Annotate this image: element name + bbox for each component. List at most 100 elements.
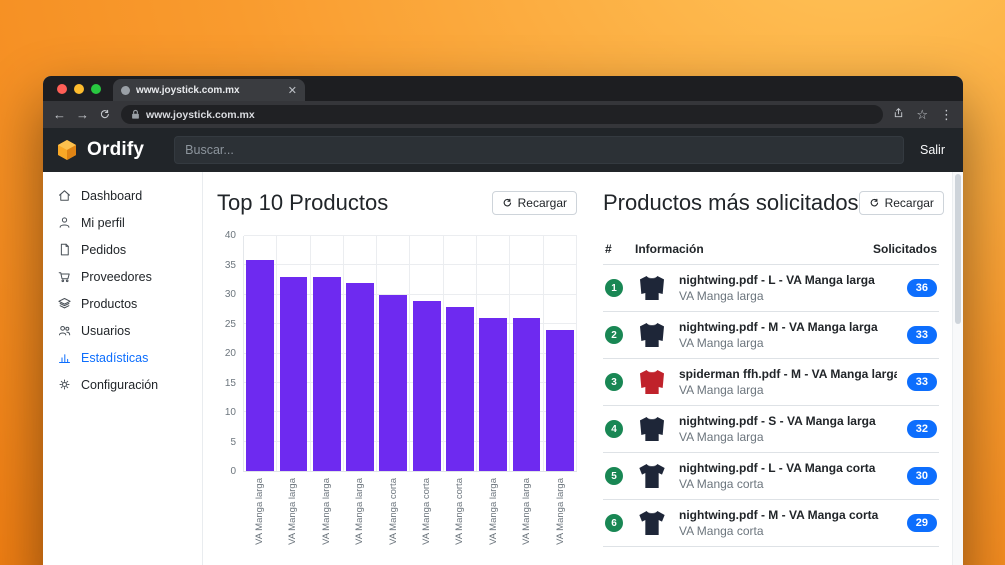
requested-products-panel: Productos más solicitados Recargar # Inf… — [603, 190, 944, 565]
chart-column — [477, 236, 511, 471]
sidebar-item-configuraci-n[interactable]: Configuración — [43, 371, 202, 398]
refresh-icon — [503, 198, 511, 206]
top-products-panel: Top 10 Productos Recargar 0 5 10 15 20 25 30 35… — [217, 190, 577, 565]
reload-label: Recargar — [517, 196, 567, 210]
chart-column — [544, 236, 577, 471]
address-bar[interactable]: www.joystick.com.mx — [121, 105, 884, 124]
browser-tab[interactable]: www.joystick.com.mx ✕ — [113, 79, 305, 101]
product-info: nightwing.pdf - M - VA Manga larga VA Man… — [679, 320, 897, 350]
menu-dots-icon[interactable]: ⋮ — [940, 106, 953, 122]
sidebar-item-estad-sticas[interactable]: Estadísticas — [43, 344, 202, 371]
star-icon[interactable]: ☆ — [916, 106, 928, 122]
x-tick-label: VA Manga larga — [320, 478, 332, 545]
rank-badge: 6 — [605, 514, 623, 532]
count-badge: 33 — [906, 373, 937, 391]
brand[interactable]: Ordify — [55, 138, 144, 162]
table-row: 2 nightwing.pdf - M - VA Manga larga VA Ma… — [603, 312, 939, 359]
gear-icon — [59, 379, 70, 390]
sidebar-item-productos[interactable]: Productos — [43, 290, 202, 317]
table-header: # Información Solicitados — [603, 238, 939, 265]
product-thumbnail — [635, 506, 669, 540]
document-icon — [60, 243, 69, 256]
jersey-thumbnail-icon — [640, 323, 664, 347]
x-tick-label: VA Manga corta — [387, 478, 399, 545]
sidebar-item-proveedores[interactable]: Proveedores — [43, 263, 202, 290]
bar — [479, 318, 508, 471]
brand-name: Ordify — [87, 139, 145, 160]
rank-badge: 1 — [605, 279, 623, 297]
y-tick-label: 5 — [230, 436, 236, 448]
products-table: # Información Solicitados 1 nightwing.pdf… — [603, 238, 939, 547]
gridline — [244, 352, 577, 354]
rank-badge: 5 — [605, 467, 623, 485]
product-thumbnail — [635, 271, 669, 305]
product-subtitle: VA Manga larga — [679, 430, 764, 444]
layers-icon — [58, 298, 71, 309]
jersey-thumbnail-icon — [640, 417, 664, 441]
bar — [279, 277, 308, 471]
x-tick-label: VA Manga corta — [420, 478, 432, 545]
chart-column — [244, 236, 278, 471]
sidebar-item-mi-perfil[interactable]: Mi perfil — [43, 209, 202, 236]
sidebar: Dashboard Mi perfil Pedidos Proveedores Prod… — [43, 172, 203, 565]
gridline — [244, 381, 577, 383]
bar — [379, 294, 408, 471]
product-subtitle: VA Manga larga — [679, 289, 764, 303]
sidebar-item-pedidos[interactable]: Pedidos — [43, 236, 202, 263]
lock-icon — [132, 109, 139, 119]
chart-x-axis: VA Manga larga VA Manga larga VA Manga lar… — [243, 472, 577, 545]
url-text: www.joystick.com.mx — [146, 108, 255, 121]
product-thumbnail — [635, 318, 669, 352]
table-row: 3 spiderman ffh.pdf - M - VA Manga larga V… — [603, 359, 939, 406]
y-tick-label: 15 — [224, 377, 236, 389]
count-badge: 32 — [906, 420, 937, 438]
product-info: spiderman ffh.pdf - M - VA Manga larga VA… — [679, 367, 897, 397]
rank-badge: 3 — [605, 373, 623, 391]
sidebar-item-usuarios[interactable]: Usuarios — [43, 317, 202, 344]
chart-icon — [59, 354, 70, 363]
product-info: nightwing.pdf - M - VA Manga corta VA Man… — [679, 508, 897, 538]
web-app: Ordify Salir Dashboard Mi perfil Pedidos Pr… — [43, 128, 963, 565]
y-tick-label: 30 — [224, 289, 236, 300]
product-title: nightwing.pdf - M - VA Manga larga — [679, 320, 878, 334]
reload-icon[interactable] — [99, 109, 111, 121]
requested-products-reload-button[interactable]: Recargar — [858, 191, 944, 215]
back-icon[interactable]: ← — [53, 107, 66, 122]
rank-badge: 4 — [605, 420, 623, 438]
chart-column — [444, 236, 478, 471]
tab-close-icon[interactable]: ✕ — [287, 84, 297, 97]
jersey-thumbnail-icon — [640, 276, 664, 300]
logout-button[interactable]: Salir — [919, 143, 945, 157]
app-header: Ordify Salir — [43, 128, 963, 172]
table-row: 1 nightwing.pdf - L - VA Manga larga VA Ma… — [603, 265, 939, 312]
jersey-thumbnail-icon — [639, 511, 665, 535]
bar — [545, 330, 574, 471]
minimize-window-button[interactable] — [74, 84, 84, 94]
close-window-button[interactable] — [57, 84, 67, 94]
user-icon — [59, 217, 70, 228]
x-tick-label: VA Manga larga — [287, 478, 299, 545]
search-input[interactable] — [174, 136, 904, 164]
app-body: Dashboard Mi perfil Pedidos Proveedores Prod… — [43, 172, 963, 565]
browser-tabstrip: www.joystick.com.mx ✕ — [43, 76, 963, 101]
bar — [446, 306, 474, 471]
rank-column-header: # — [605, 242, 612, 256]
maximize-window-button[interactable] — [91, 84, 101, 94]
top-products-reload-button[interactable]: Recargar — [491, 191, 577, 215]
forward-icon[interactable]: → — [76, 107, 89, 122]
sidebar-item-label: Estadísticas — [81, 350, 149, 365]
product-title: nightwing.pdf - L - VA Manga corta — [679, 461, 876, 475]
window-controls[interactable] — [43, 84, 113, 101]
bar — [312, 277, 341, 471]
scrollbar-thumb[interactable] — [955, 174, 961, 324]
bar — [246, 259, 275, 471]
sidebar-item-dashboard[interactable]: Dashboard — [43, 182, 202, 209]
table-row: 4 nightwing.pdf - S - VA Manga larga VA Ma… — [603, 406, 939, 453]
sidebar-item-label: Pedidos — [81, 242, 127, 257]
x-tick-label: VA Manga larga — [253, 478, 265, 545]
y-tick-label: 10 — [224, 407, 236, 418]
page-scrollbar[interactable] — [952, 172, 963, 565]
product-thumbnail — [635, 365, 669, 399]
share-icon[interactable] — [893, 107, 904, 122]
sidebar-item-label: Dashboard — [81, 188, 143, 203]
